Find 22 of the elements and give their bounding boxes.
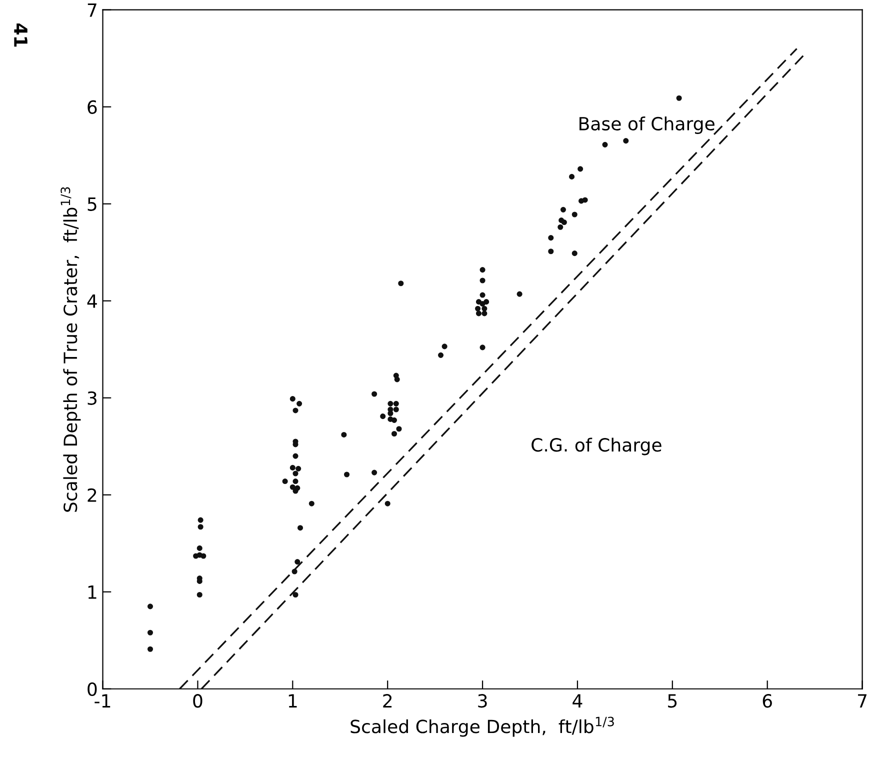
y-tick-label: 3	[88, 391, 96, 405]
annotation: C.G. of Charge	[532, 438, 662, 456]
x-tick-label: 0	[193, 694, 202, 708]
text: 41	[14, 24, 28, 47]
x-tick-label: 4	[572, 694, 582, 708]
x-tick-label: 1	[288, 694, 297, 708]
y-tick-label: 1	[88, 586, 96, 599]
y-tick-label: 5	[88, 198, 96, 211]
x-tick-label: 3	[478, 694, 487, 708]
x-axis-title: Scaled Charge Depth, ft/lb$^{1/3}$	[350, 716, 614, 737]
annotation: Base of Charge	[580, 116, 714, 134]
y-tick-label: 4	[87, 294, 97, 308]
y-axis-title: Scaled Depth of True Crater, ft/lb$^{1/3}$	[60, 187, 81, 512]
x-tick-label: 2	[383, 694, 392, 708]
y-tick-label: 2	[88, 488, 96, 502]
y-tick-label: 7	[88, 4, 96, 17]
x-tick-label: 7	[858, 694, 866, 708]
x-tick-label: 6	[762, 694, 772, 708]
x-tick-label: -1	[94, 694, 110, 708]
y-tick-label: 6	[88, 100, 97, 114]
y-tick-label: 0	[88, 682, 97, 696]
x-tick-label: 5	[668, 694, 677, 708]
